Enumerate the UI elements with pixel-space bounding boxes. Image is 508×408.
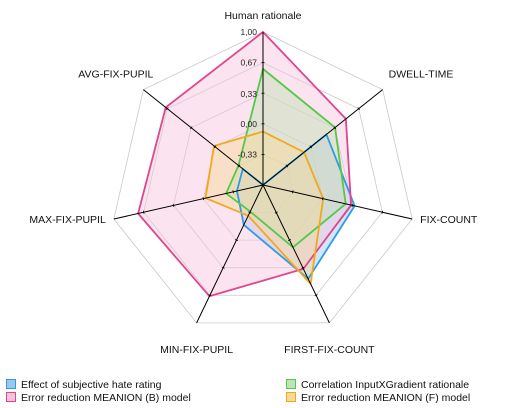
legend-item-meanion-f: Error reduction MEANION (F) model (286, 392, 508, 405)
tick-label: 0,33 (240, 89, 257, 99)
spoke-6 (143, 89, 264, 186)
spoke-4 (196, 184, 264, 324)
series-area-2 (226, 68, 346, 248)
spoke-tick (172, 203, 175, 207)
axis-label-2: FIX-COUNT (420, 214, 478, 226)
series-line-3 (204, 130, 325, 286)
spoke-tick (208, 294, 212, 297)
spoke-tick (309, 145, 313, 149)
grid-ring (143, 62, 383, 296)
spoke-tick (213, 145, 217, 149)
tick-label: 1,00 (240, 27, 257, 37)
series-lines (137, 30, 356, 298)
spoke-tick (202, 197, 205, 201)
spoke-tick (381, 210, 384, 214)
spoke-tick (234, 239, 238, 242)
legend-label: Error reduction MEANION (B) model (21, 392, 191, 404)
spoke-tick (292, 190, 294, 194)
spoke-tick (237, 164, 241, 168)
legend-item-subjective-hate: Effect of subjective hate rating (6, 379, 161, 392)
legend-item-inputxgradient: Correlation InputXGradient rationale (286, 379, 508, 392)
spoke-tick (333, 126, 337, 130)
legend-swatch-pink (6, 392, 16, 402)
legend-label: Correlation InputXGradient rationale (301, 379, 470, 391)
axis-label-0: Human rationale (224, 10, 301, 22)
legend-label: Error reduction MEANION (F) model (301, 392, 471, 404)
spoke-tick (285, 164, 289, 168)
grid-ring (232, 153, 294, 213)
axis-label-4: MIN-FIX-PUPIL (160, 344, 233, 356)
legend-swatch-orange (286, 392, 296, 402)
spoke-1 (262, 89, 383, 186)
legend: Effect of subjective hate rating Error r… (6, 379, 508, 407)
legend-swatch-blue (6, 379, 16, 389)
tick-label: 0,67 (240, 57, 257, 67)
spoke-tick (351, 203, 354, 207)
axis-label-1: DWELL-TIME (389, 69, 454, 81)
axis-label-6: AVG-FIX-PUPIL (78, 69, 153, 81)
legend-label: Effect of subjective hate rating (21, 379, 162, 391)
series-line-2 (225, 67, 347, 249)
legend-item-meanion-b: Error reduction MEANION (B) model (6, 392, 191, 405)
spoke-tick (221, 266, 225, 269)
spoke-tick (357, 107, 360, 111)
axis-labels: Human rationale DWELL-TIME FIX-COUNT FIRST-… (29, 10, 478, 356)
series-line-0 (236, 132, 356, 281)
spoke-tick (301, 266, 305, 269)
spoke-2 (262, 184, 413, 220)
axis-label-5: MAX-FIX-PUPIL (29, 214, 106, 226)
series-line-1 (137, 30, 352, 298)
legend-swatch-green (286, 379, 296, 389)
spoke-3 (262, 184, 330, 324)
spoke-tick (189, 126, 193, 130)
spoke-tick (248, 211, 252, 214)
spoke-5 (113, 184, 264, 220)
series-fills (138, 32, 355, 297)
tick-label: 0,00 (240, 119, 257, 129)
radial-tick-labels: 1,00 0,67 0,33 0,00 -0,33 (238, 27, 258, 160)
grid-ring (113, 31, 413, 324)
spoke-tick (166, 107, 169, 111)
spoke-tick (232, 190, 234, 194)
tick-label: -0,33 (238, 150, 258, 160)
axis-label-3: FIRST-FIX-COUNT (284, 344, 375, 356)
radar-spokes (113, 32, 413, 324)
spoke-tick (142, 210, 145, 214)
spoke-tick (314, 294, 318, 297)
spoke-tick (321, 197, 324, 201)
spoke-tick (274, 211, 278, 214)
spoke-tick (288, 239, 292, 242)
